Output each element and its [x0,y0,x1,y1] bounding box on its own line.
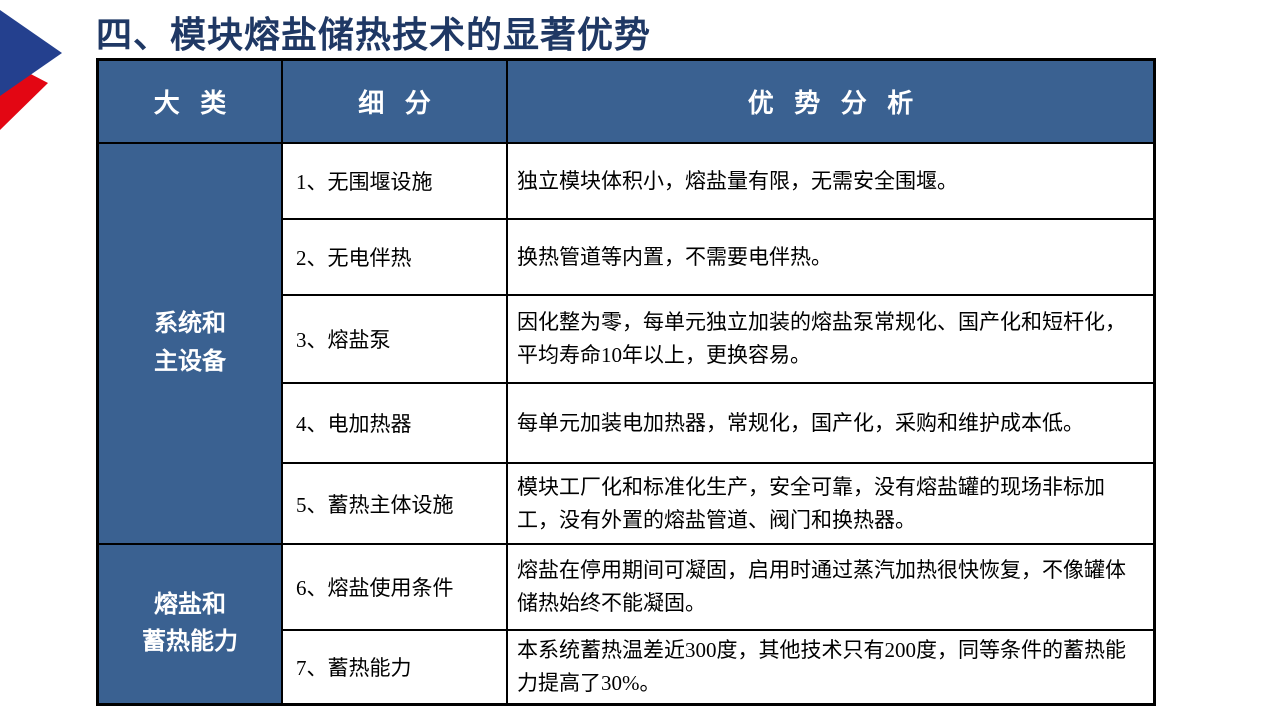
arrow-blue-triangle [0,10,62,96]
group-cell-system-equipment: 系统和 主设备 [98,143,282,544]
subdivision-cell-7: 7、蓄热能力 [282,630,507,704]
analysis-cell-7: 本系统蓄热温差近300度，其他技术只有200度，同等条件的蓄热能力提高了30%。 [507,630,1154,704]
analysis-cell-3: 因化整为零，每单元独立加装的熔盐泵常规化、国产化和短杆化，平均寿命10年以上，更… [507,295,1154,383]
group-label-line: 系统和 [154,311,226,338]
page-title: 四、模块熔盐储热技术的显著优势 [96,15,652,55]
analysis-cell-4: 每单元加装电加热器，常规化，国产化，采购和维护成本低。 [507,383,1154,463]
decorative-arrow-icon [0,10,62,130]
analysis-cell-6: 熔盐在停用期间可凝固，启用时通过蒸汽加热很快恢复，不像罐体储热始终不能凝固。 [507,544,1154,630]
subdivision-cell-1: 1、无围堰设施 [282,143,507,219]
col-header-category: 大 类 [98,60,282,143]
subdivision-cell-6: 6、熔盐使用条件 [282,544,507,630]
analysis-cell-5: 模块工厂化和标准化生产，安全可靠，没有熔盐罐的现场非标加工，没有外置的熔盐管道、… [507,463,1154,544]
group-label-line: 主设备 [154,348,226,375]
subdivision-cell-5: 5、蓄热主体设施 [282,463,507,544]
subdivision-cell-3: 3、熔盐泵 [282,295,507,383]
col-header-analysis: 优 势 分 析 [507,60,1154,143]
col-header-subdivision: 细 分 [282,60,507,143]
analysis-cell-2: 换热管道等内置，不需要电伴热。 [507,219,1154,295]
subdivision-cell-2: 2、无电伴热 [282,219,507,295]
analysis-cell-1: 独立模块体积小，熔盐量有限，无需安全围堰。 [507,143,1154,219]
group-cell-moltensalt-capacity: 熔盐和 蓄热能力 [98,544,282,704]
group-label-line: 熔盐和 [154,591,226,618]
advantages-table: 大 类 细 分 优 势 分 析 系统和 主设备 熔盐和 蓄热能力 1、无围堰设施… [96,58,1156,706]
subdivision-cell-4: 4、电加热器 [282,383,507,463]
group-label-line: 蓄热能力 [142,629,238,655]
